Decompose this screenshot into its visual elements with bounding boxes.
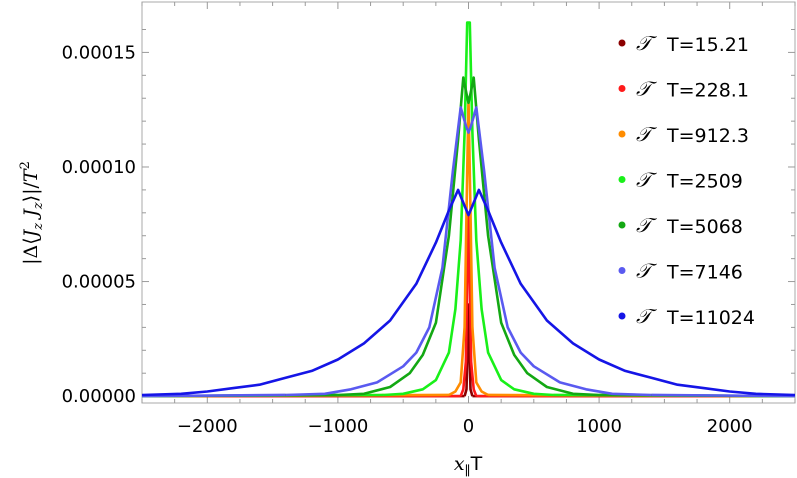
series-line (383, 21, 554, 397)
series-layer (141, 21, 796, 398)
legend-item: 𝒯 T=7146 (618, 259, 743, 284)
series-line (463, 303, 474, 397)
y-tick-label: 0.00005 (62, 272, 136, 293)
x-tick-label: 2000 (707, 416, 753, 437)
x-tick-label: 1000 (576, 416, 622, 437)
legend-label: T=11024 (666, 307, 755, 329)
legend-label: T=912.3 (666, 125, 749, 147)
legend-marker (618, 85, 626, 92)
x-axis-title: x∥T (454, 453, 483, 478)
legend-label: T=7146 (666, 262, 743, 284)
series-line (285, 106, 652, 397)
legend-item: 𝒯 T=912.3 (618, 122, 749, 147)
y-tick-label: 0.00000 (62, 386, 136, 407)
legend-marker (618, 221, 626, 229)
legend-marker (618, 39, 626, 47)
series-tail-right (651, 393, 796, 398)
legend-item: 𝒯 T=2509 (618, 168, 743, 193)
series-6 (141, 106, 796, 398)
legend-label: T=5068 (666, 216, 743, 238)
legend-item: 𝒯 T=15.21 (618, 31, 749, 56)
legend-item: 𝒯 T=228.1 (618, 77, 749, 102)
series-line (141, 188, 796, 397)
legend-marker (618, 312, 626, 320)
y-tick-label: 0.00015 (62, 42, 136, 63)
x-tick-label: −1000 (307, 416, 368, 437)
y-axis-title: |Δ⟨Jz Jz⟩|/T2 (18, 161, 46, 265)
legend-label: T=228.1 (666, 80, 749, 102)
series-tail-left (141, 393, 286, 398)
x-tick-label: 0 (463, 416, 474, 437)
tick-labels: −2000 −1000 0 1000 2000 0.00000 0.00005 0.00010… (62, 42, 753, 437)
x-tick-label: −2000 (177, 416, 238, 437)
legend-marker (618, 130, 626, 138)
legend-label: T=2509 (666, 171, 743, 193)
series-7 (141, 188, 796, 397)
legend-marker (618, 176, 626, 183)
y-tick-label: 0.00010 (62, 157, 136, 178)
legend: 𝒯 T=15.21 𝒯 T=228.1 𝒯 T=912.3 𝒯 T=2509 𝒯 T=5068 𝒯 T… (618, 31, 755, 329)
series-line (337, 76, 600, 397)
legend-item: 𝒯 T=11024 (618, 304, 755, 329)
legend-item: 𝒯 T=5068 (618, 213, 743, 238)
legend-label: T=15.21 (666, 34, 749, 56)
legend-marker (618, 267, 626, 274)
